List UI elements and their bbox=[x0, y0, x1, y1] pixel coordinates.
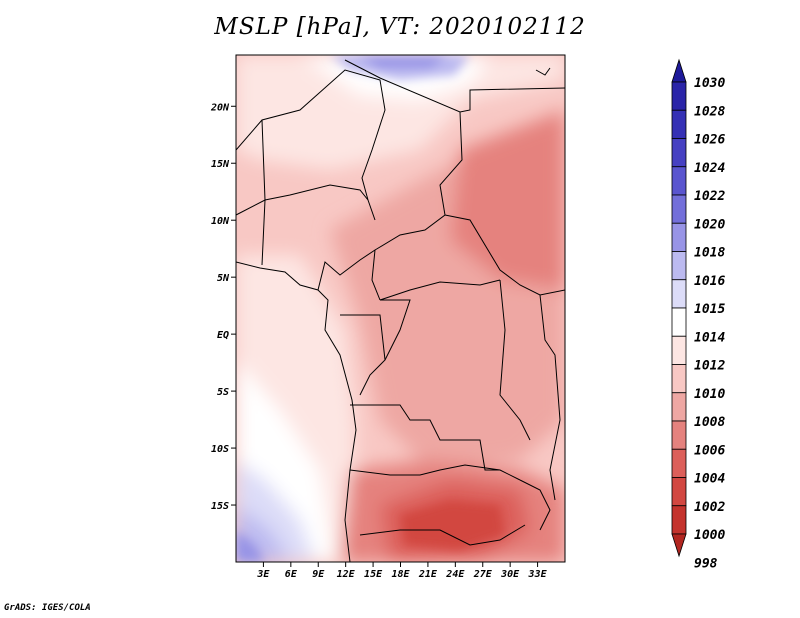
colorbar-label: 1016 bbox=[694, 274, 725, 289]
colorbar-label: 1012 bbox=[694, 359, 725, 374]
colorbar-label: 998 bbox=[694, 556, 718, 571]
border-car-drc bbox=[379, 279, 501, 301]
colorbar-label: 1014 bbox=[694, 330, 725, 345]
colorbar-swatch bbox=[671, 364, 687, 394]
pressure-zone-1018-north bbox=[355, 55, 450, 68]
colorbar-swatch bbox=[671, 505, 687, 535]
border-east-lakes bbox=[539, 294, 561, 501]
colorbar-swatch bbox=[671, 279, 687, 309]
colorbar-label: 1008 bbox=[694, 415, 725, 430]
colorbar-label: 1006 bbox=[694, 443, 725, 458]
colorbar-swatch bbox=[671, 166, 687, 196]
pressure-zone-1006-ne bbox=[450, 110, 565, 290]
lon-tick-label: 27E bbox=[473, 569, 493, 580]
lat-tick-label: 5N bbox=[217, 273, 230, 284]
border-libya-chad bbox=[344, 59, 565, 113]
lon-tick-label: 6E bbox=[285, 569, 298, 580]
pressure-zone-1018-sw bbox=[236, 530, 265, 562]
colorbar-label: 1018 bbox=[694, 246, 725, 261]
colorbar-swatch bbox=[671, 477, 687, 507]
colorbar-swatch bbox=[671, 81, 687, 111]
lat-tick-label: 5S bbox=[217, 387, 229, 398]
border-congo-drc bbox=[380, 299, 411, 361]
lat-tick-label: 10S bbox=[211, 444, 229, 455]
colorbar-swatch bbox=[671, 420, 687, 450]
border-niger-nigeria bbox=[236, 184, 369, 216]
border-angola-drc bbox=[350, 404, 500, 471]
colorbar-label: 1028 bbox=[694, 104, 725, 119]
border-namibia-botswana bbox=[359, 524, 526, 546]
border-zimbabwe bbox=[519, 479, 551, 531]
longitude-ticks: 3E 6E 9E 12E 15E 18E 21E 24E 27E 30E 33E bbox=[256, 562, 548, 580]
lon-tick-label: 21E bbox=[418, 569, 438, 580]
lat-tick-label: 20N bbox=[210, 102, 230, 113]
border-sahel-north bbox=[236, 69, 386, 221]
border-benin bbox=[261, 119, 266, 266]
colorbar-swatch bbox=[671, 533, 687, 558]
border-nigeria-cameroon bbox=[317, 249, 376, 291]
lon-tick-label: 30E bbox=[500, 569, 520, 580]
grads-credit: GrADS: IGES/COLA bbox=[4, 603, 91, 613]
country-borders bbox=[236, 59, 565, 562]
colorbar-label: 1015 bbox=[694, 302, 725, 317]
colorbar-swatch bbox=[671, 58, 687, 83]
lat-tick-label: 15N bbox=[211, 159, 230, 170]
colorbar-label: 1020 bbox=[694, 217, 725, 232]
lat-tick-label: 10N bbox=[211, 216, 230, 227]
border-car-ssd bbox=[444, 214, 565, 296]
pressure-zone-1002-south bbox=[400, 500, 505, 550]
lon-tick-label: 9E bbox=[312, 569, 325, 580]
colorbar-swatch bbox=[671, 335, 687, 365]
colorbar-swatch bbox=[671, 222, 687, 252]
colorbar-swatch bbox=[671, 307, 687, 337]
coast-red-sea bbox=[535, 67, 551, 76]
colorbar-swatch bbox=[671, 392, 687, 422]
lon-tick-label: 12E bbox=[337, 569, 356, 580]
border-chad-sudan bbox=[371, 111, 463, 301]
lat-tick-label: 15S bbox=[211, 501, 229, 512]
colorbar-label: 1022 bbox=[694, 189, 725, 204]
lon-tick-label: 33E bbox=[528, 569, 548, 580]
map-title: MSLP [hPa], VT: 2020102112 bbox=[214, 14, 586, 40]
colorbar-label: 1024 bbox=[694, 161, 725, 176]
colorbar-swatch bbox=[671, 251, 687, 281]
border-angola-zambia bbox=[349, 464, 521, 481]
colorbar-label: 1002 bbox=[694, 500, 725, 515]
lon-tick-label: 18E bbox=[391, 569, 410, 580]
latitude-ticks: 20N 15N 10N 5N EQ 5S 10S 15S bbox=[210, 102, 236, 512]
lon-tick-label: 3E bbox=[256, 569, 270, 580]
colorbar-label: 1010 bbox=[694, 387, 725, 402]
border-drc-east bbox=[499, 279, 531, 441]
colorbar-swatch bbox=[671, 448, 687, 478]
lon-tick-label: 15E bbox=[364, 569, 383, 580]
colorbar-swatch bbox=[671, 194, 687, 224]
lat-tick-label: EQ bbox=[217, 330, 229, 341]
colorbar-swatch bbox=[671, 138, 687, 168]
pressure-zone-1012-north bbox=[236, 55, 565, 170]
pressure-field bbox=[236, 55, 565, 562]
colorbar-label: 1026 bbox=[694, 133, 725, 148]
colorbar-swatch bbox=[671, 109, 687, 139]
colorbar-label: 1030 bbox=[694, 76, 725, 91]
colorbar: 1030 1028 1026 1024 1022 1020 1018 1016 1015 1014… bbox=[671, 58, 725, 571]
colorbar-label: 1004 bbox=[694, 472, 725, 487]
lon-tick-label: 24E bbox=[445, 569, 465, 580]
colorbar-label: 1000 bbox=[694, 528, 725, 543]
